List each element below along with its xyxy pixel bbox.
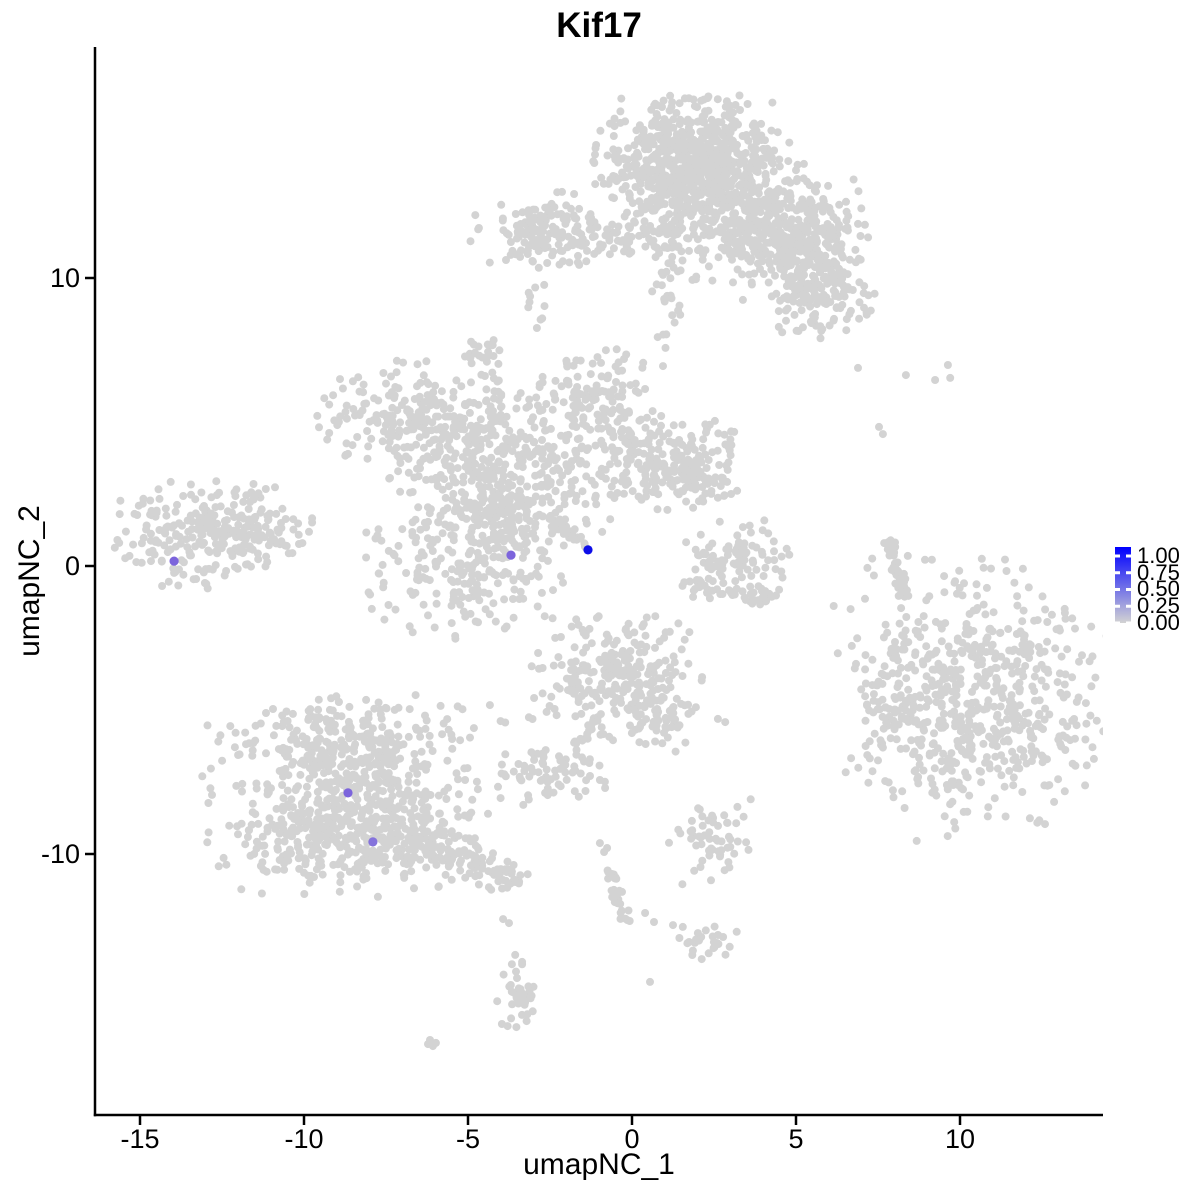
cluster-central-top-dot-blob [461,336,504,379]
cluster-bottom-blob-b [675,922,741,964]
streak-central-streak [538,511,590,552]
expressing-cell-point [583,545,593,555]
streak-bottom-diag-streak [603,866,634,925]
cluster-top-tip [759,245,879,343]
cluster-left-tip [232,480,270,504]
expressing-cell-point [506,550,516,560]
plot-title: Kif17 [556,6,642,45]
x-tick-label: -15 [120,1124,159,1154]
legend-label: 1.00 [1137,543,1180,568]
x-tick-label: -5 [456,1124,480,1154]
legend-label: 0.00 [1137,610,1180,635]
streak-center-bottom-trail [570,710,605,754]
legend-label: 0.50 [1137,576,1180,601]
cluster-top-small-trail [524,280,549,332]
legend-colorbar [1115,547,1131,625]
outlier-points [192,361,955,1051]
x-tick-label: 0 [624,1124,639,1154]
y-tick-label: -10 [41,839,80,869]
legend-label: 0.25 [1137,593,1180,618]
expressing-cell-point [169,556,179,566]
y-axis-title: umapNC_2 [13,505,46,657]
cluster-left-arm [193,503,317,561]
legend-gradient-bar [1115,547,1131,623]
x-tick-label: -10 [284,1124,323,1154]
y-tick-label: 0 [65,551,80,581]
expressing-cell-point [368,837,378,847]
cluster-central-left-arm [313,356,502,477]
cluster-top-right-ext [744,169,863,276]
background-points [110,91,1103,1051]
x-axis-title: umapNC_1 [523,1148,675,1181]
expressing-cell-point [343,788,353,798]
cluster-central-bottom-round [362,481,576,643]
axes: -15 -10 -5 0 5 10 10 0 -10 [41,47,1103,1154]
streak-right-thin-arc [880,536,911,601]
streak-lowerleft-tail [387,820,532,894]
cluster-top-trail [648,242,685,371]
y-tick-label: 10 [50,263,80,293]
x-tick-label: 5 [788,1124,803,1154]
streak-crescent-lower-arc [678,576,784,609]
legend-label: 0.75 [1137,560,1180,585]
cluster-bottom-vert-blob [493,950,538,1032]
cluster-central-right-blob [640,416,742,512]
cluster-center-bottom-arm [631,676,693,756]
cluster-bottom-blob-a [665,795,755,889]
cluster-top-left-blob [502,187,594,272]
cluster-central-core [385,389,615,550]
expressing-cells [169,545,593,847]
cluster-central-upper-arm [535,345,657,453]
cluster-center-bottom-blob [497,746,609,804]
streak-central-vert-trail [488,368,506,423]
cluster-center-bottom-main [524,612,707,745]
x-tick-label: 10 [945,1124,975,1154]
cluster-right-big-bump [861,666,928,735]
